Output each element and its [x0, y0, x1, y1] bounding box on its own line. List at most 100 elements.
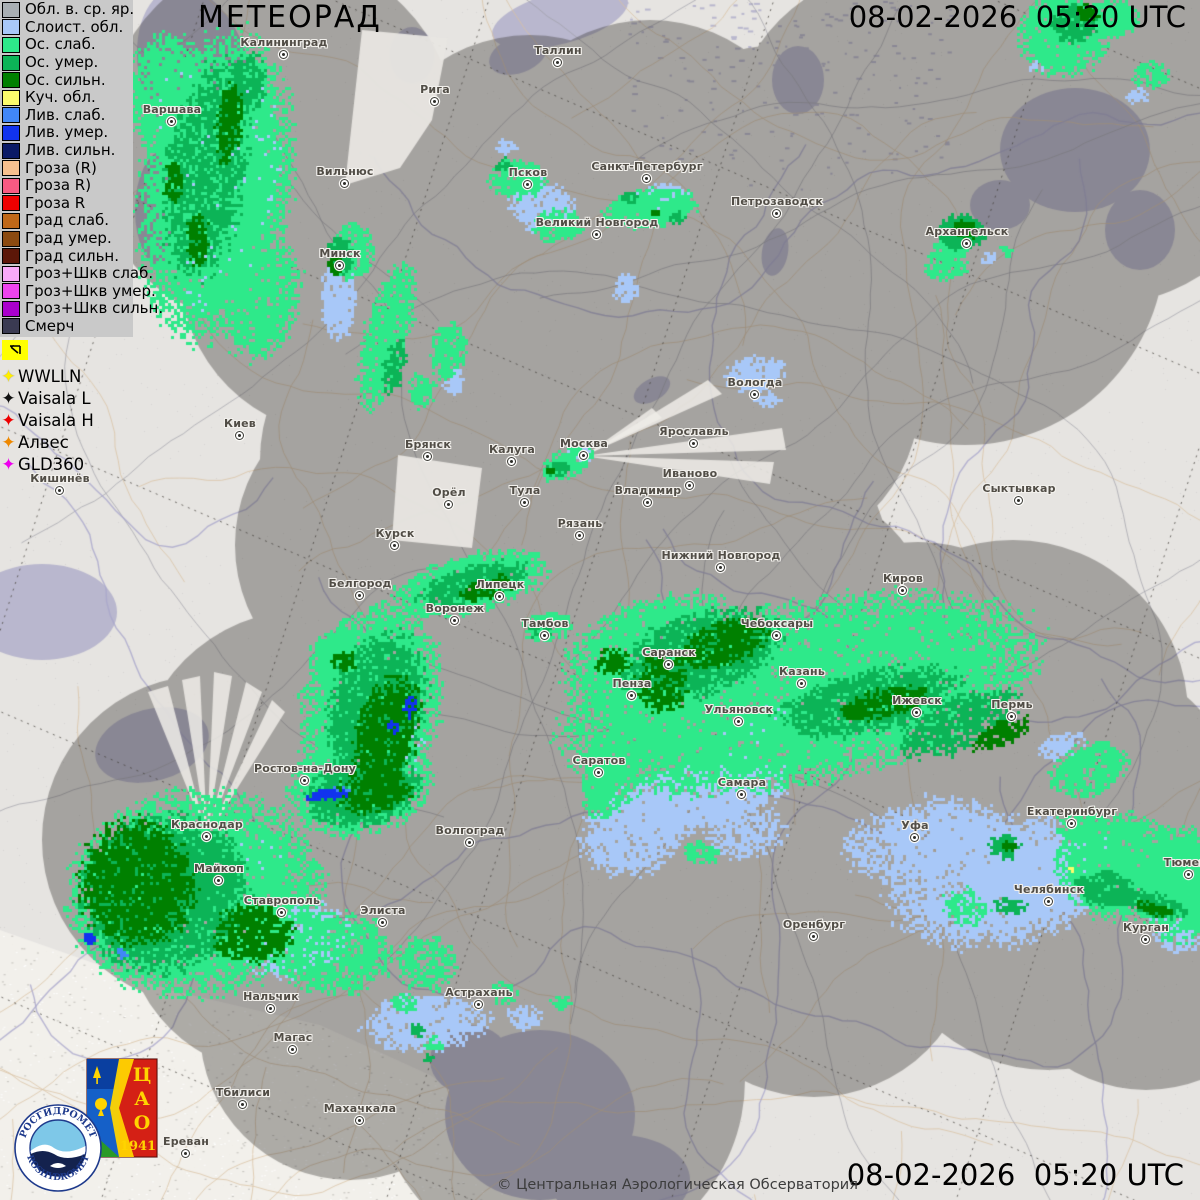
squall-arrow-icon — [10, 345, 21, 354]
city-marker-icon — [214, 876, 223, 885]
city-marker-icon — [444, 500, 453, 509]
city-label: Сыктывкар — [982, 482, 1056, 495]
city-marker-icon — [750, 390, 759, 399]
city-label: Рига — [420, 83, 450, 96]
lightning-source-item: ✦ Алвес — [0, 432, 94, 454]
city-label: Ростов-на-Дону — [253, 762, 357, 775]
city-marker-icon — [689, 439, 698, 448]
city-label: Нальчик — [243, 990, 299, 1003]
city-label: Волгоград — [435, 824, 505, 837]
city-label: Белгород — [328, 577, 392, 590]
legend-item: Лив. слаб. — [2, 107, 133, 125]
city-marker-icon — [772, 631, 781, 640]
city-marker-icon — [507, 457, 516, 466]
legend-swatch — [2, 124, 20, 141]
city-marker-icon — [378, 918, 387, 927]
city-marker-icon — [716, 563, 725, 572]
legend-item: Лив. сильн. — [2, 142, 133, 160]
city-marker-icon — [664, 660, 673, 669]
city-marker-icon — [167, 117, 176, 126]
city-label: Ставрополь — [243, 894, 321, 907]
legend-label: Обл. в. ср. яр. — [25, 0, 135, 19]
lightning-legend: ✦ WWLLN ✦ Vaisala L ✦ Vaisala H ✦ Алвес ✦ GLD360 — [0, 338, 94, 476]
city-marker-icon — [642, 174, 651, 183]
precipitation-legend: Обл. в. ср. яр. Слоист. обл. Ос. слаб. Ос. … — [0, 0, 163, 338]
svg-text:А: А — [134, 1088, 150, 1110]
cao-year: 1941 — [120, 1139, 156, 1154]
city-label: Владимир — [614, 484, 682, 497]
city-label: Варшава — [142, 103, 202, 116]
city-marker-icon — [1007, 712, 1016, 721]
legend-item: Гроза (R) — [2, 159, 133, 177]
city-marker-icon — [279, 50, 288, 59]
city-label: Ереван — [162, 1135, 210, 1148]
legend-item: Град сильн. — [2, 247, 133, 265]
city-marker-icon — [912, 708, 921, 717]
legend-item: Гроз+Шкв сильн. — [2, 300, 163, 318]
city-label: Брянск — [404, 438, 452, 451]
legend-swatch — [2, 54, 20, 71]
city-label: Саранск — [642, 646, 696, 659]
city-marker-icon — [450, 616, 459, 625]
lightning-source-label: WWLLN — [18, 366, 82, 386]
legend-item: Слоист. обл. — [2, 19, 133, 37]
legend-item: Куч. обл. — [2, 89, 133, 107]
city-label: Санкт-Петербург — [591, 160, 703, 173]
city-label: Элиста — [360, 904, 406, 917]
legend-item: Град слаб. — [2, 212, 133, 230]
legend-item: Ос. умер. — [2, 54, 133, 72]
city-label: Астрахань — [445, 986, 513, 999]
footer-timestamp: 08-02-2026 05:20 UTC — [846, 1158, 1184, 1192]
legend-item: Град умер. — [2, 230, 133, 248]
city-marker-icon — [643, 498, 652, 507]
legend-swatch — [2, 283, 20, 300]
city-marker-icon — [355, 1116, 364, 1125]
legend-label: Лив. сильн. — [25, 141, 116, 160]
city-marker-icon — [465, 838, 474, 847]
city-label: Курск — [375, 527, 415, 540]
page-title: МЕТЕОРАД — [198, 0, 382, 35]
legend-item: Гроза R) — [2, 177, 133, 195]
city-marker-icon — [553, 58, 562, 67]
lightning-source-label: Vaisala H — [18, 410, 94, 430]
city-marker-icon — [355, 591, 364, 600]
city-marker-icon — [238, 1100, 247, 1109]
lightning-source-label: Vaisala L — [18, 388, 91, 408]
city-marker-icon — [288, 1045, 297, 1054]
city-label: Ярославль — [659, 425, 729, 438]
city-marker-icon — [772, 209, 781, 218]
city-marker-icon — [579, 451, 588, 460]
lightning-source-label: Алвес — [18, 432, 69, 452]
legend-label: Град сильн. — [25, 246, 119, 265]
lightning-cross-icon: ✦ — [1, 410, 16, 431]
legend-swatch — [2, 212, 20, 229]
legend-swatch — [2, 265, 20, 282]
city-marker-icon — [898, 586, 907, 595]
city-marker-icon — [430, 97, 439, 106]
legend-label: Гроз+Шкв сильн. — [25, 299, 164, 318]
legend-swatch — [2, 1, 20, 18]
city-marker-icon — [474, 1000, 483, 1009]
city-label: Воронеж — [425, 602, 485, 615]
city-marker-icon — [1044, 897, 1053, 906]
city-label: Уфа — [901, 819, 929, 832]
city-marker-icon — [181, 1149, 190, 1158]
city-label: Краснодар — [171, 818, 243, 831]
lightning-cross-icon: ✦ — [1, 432, 16, 453]
city-marker-icon — [809, 932, 818, 941]
city-marker-icon — [962, 239, 971, 248]
legend-swatch — [2, 230, 20, 247]
squall-symbol — [2, 340, 28, 360]
legend-swatch — [2, 89, 20, 106]
city-label: Майкоп — [194, 862, 244, 875]
city-marker-icon — [340, 179, 349, 188]
city-marker-icon — [55, 486, 64, 495]
legend-label: Гроз+Шкв слаб. — [25, 264, 154, 283]
city-marker-icon — [685, 481, 694, 490]
city-label: Ульяновск — [704, 703, 774, 716]
city-label: Тбилиси — [215, 1086, 271, 1099]
city-label: Самара — [717, 776, 767, 789]
city-label: Саратов — [572, 754, 626, 767]
city-label: Иваново — [662, 467, 718, 480]
